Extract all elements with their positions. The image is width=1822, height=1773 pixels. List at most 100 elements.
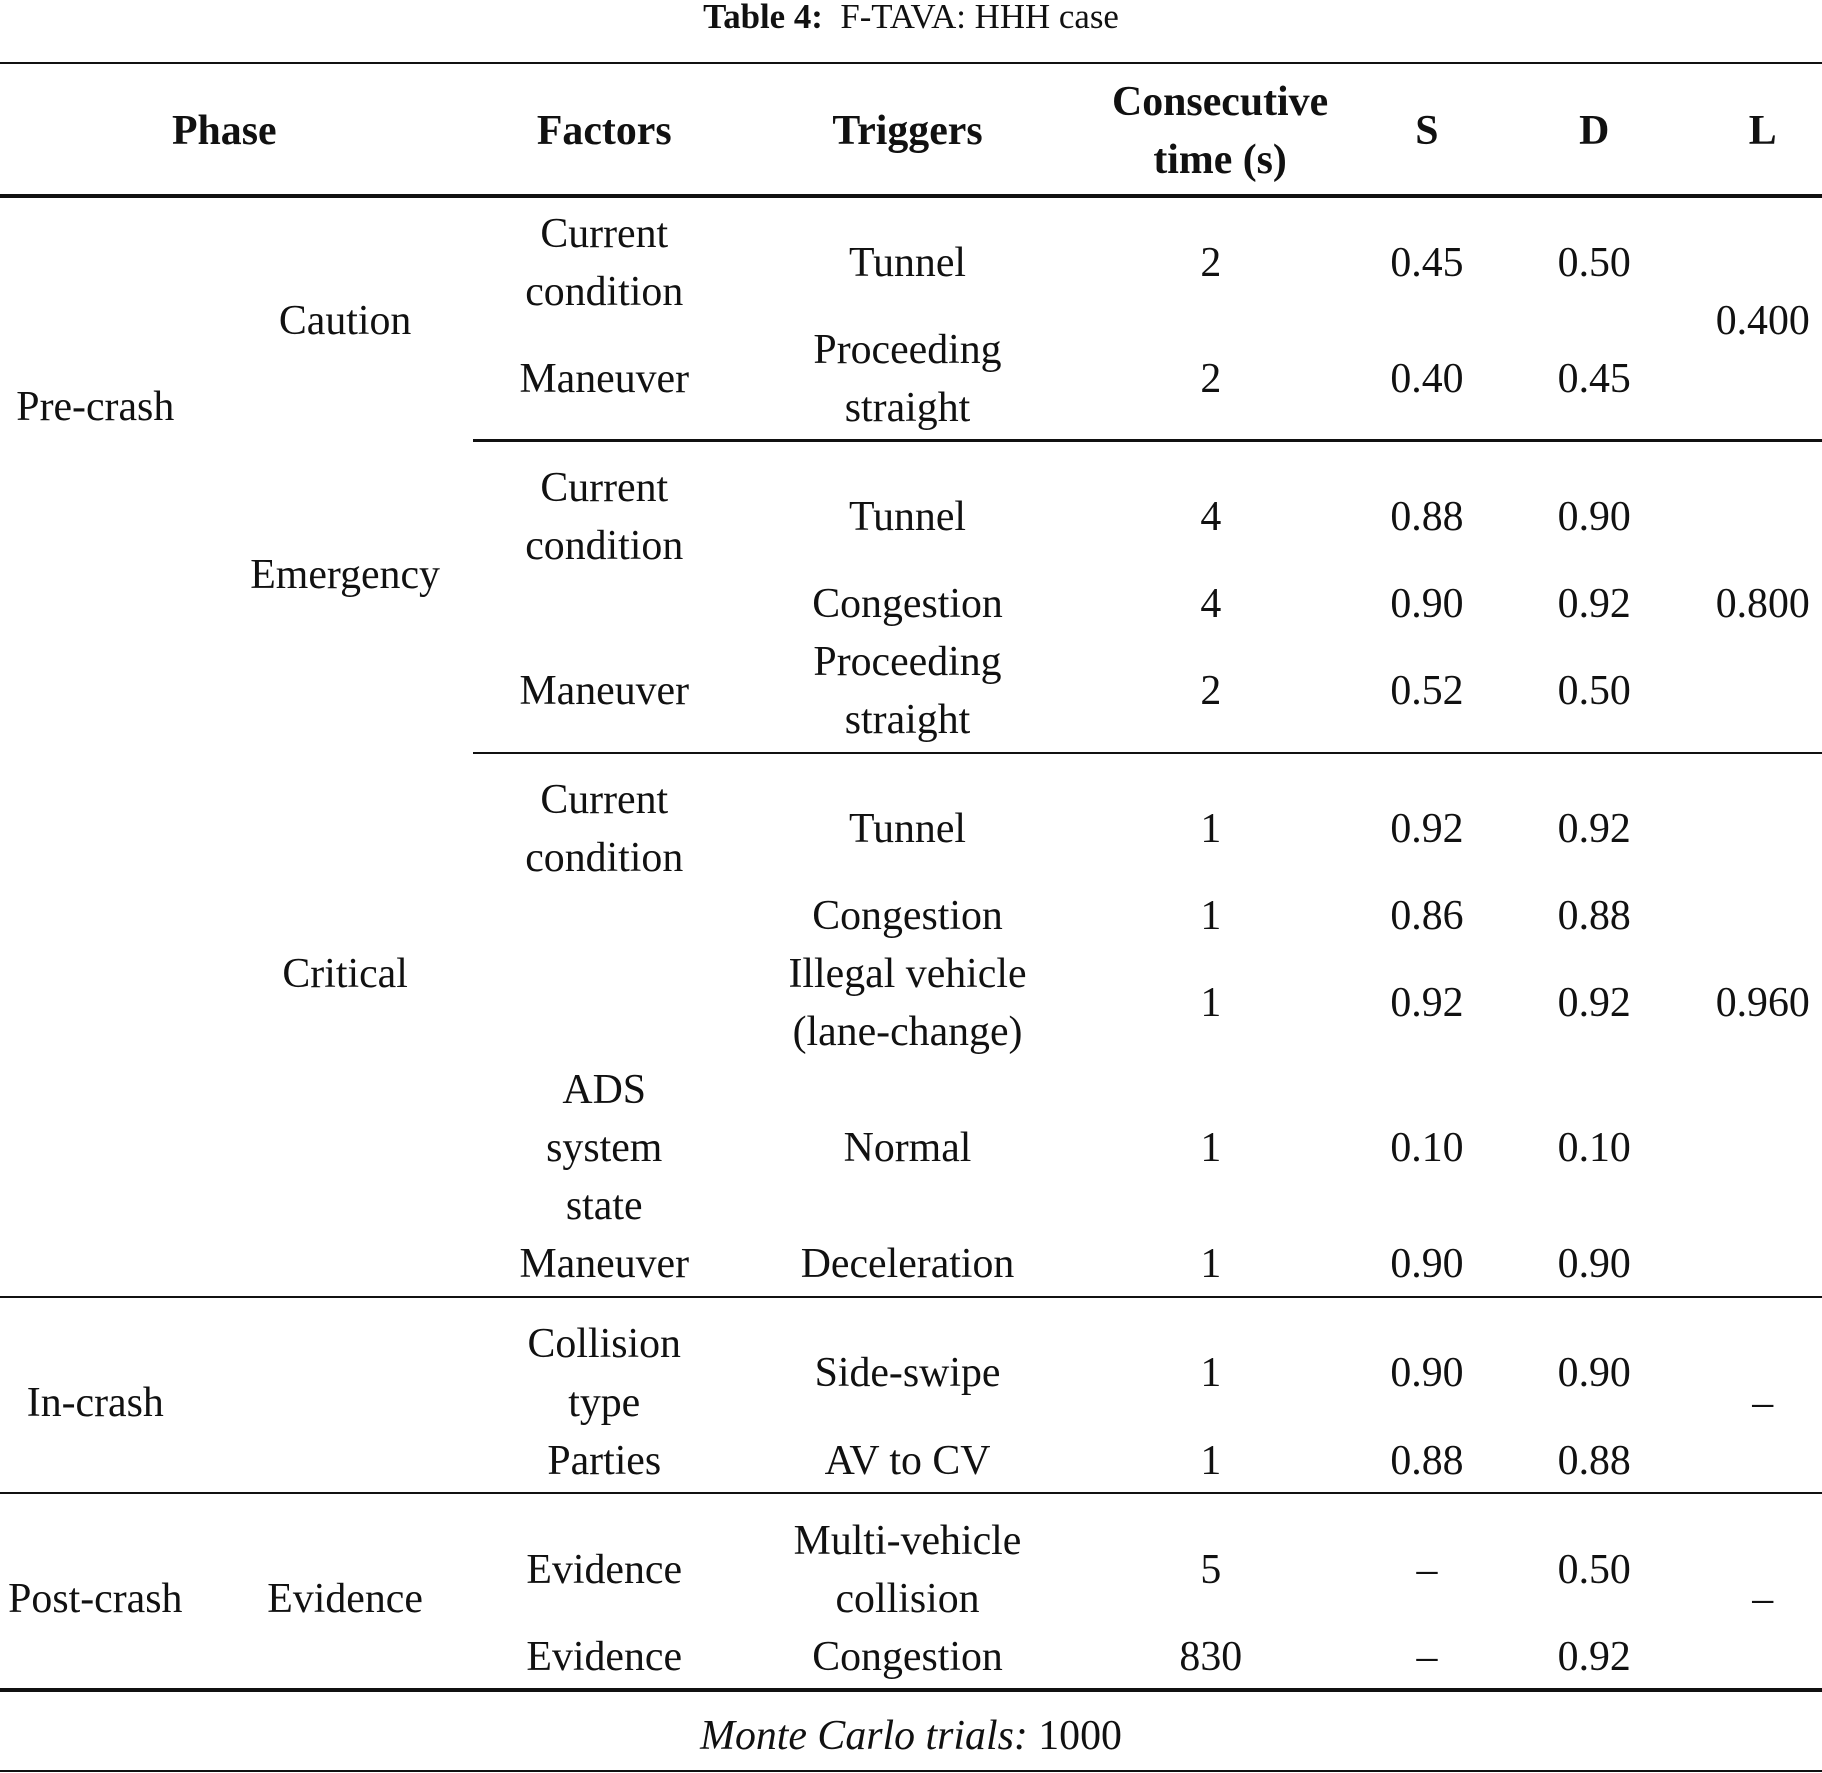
cell-d: 0.92 bbox=[1557, 1633, 1631, 1680]
cell-d: 0.50 bbox=[1557, 1546, 1631, 1593]
cell-s: 0.10 bbox=[1390, 1125, 1464, 1171]
cell-factor: Current condition bbox=[525, 210, 684, 315]
cell-d: 0.88 bbox=[1557, 892, 1631, 939]
cell-trigger: Deceleration bbox=[800, 1241, 1015, 1288]
subphase-label: Critical bbox=[282, 950, 408, 997]
cell-time: 2 bbox=[1200, 355, 1222, 402]
caption-label: Table 4: bbox=[703, 0, 823, 37]
cell-factor: Maneuver bbox=[519, 355, 690, 402]
table-footer: Monte Carlo trials: 1000 bbox=[0, 1712, 1822, 1760]
cell-trigger: Illegal vehicle (lane-change) bbox=[788, 950, 1027, 1055]
phase-label: Pre-crash bbox=[16, 383, 175, 430]
cell-s: 0.90 bbox=[1390, 1241, 1464, 1288]
l-value: 0.800 bbox=[1715, 581, 1810, 628]
cell-time: 1 bbox=[1200, 1437, 1222, 1484]
cell-s: 0.90 bbox=[1390, 581, 1464, 628]
cell-d: 0.92 bbox=[1557, 805, 1631, 852]
cell-d: 0.90 bbox=[1557, 1241, 1631, 1288]
cell-factor: Current condition bbox=[525, 776, 684, 881]
cell-time: 1 bbox=[1200, 1241, 1222, 1288]
header-d: D bbox=[1579, 108, 1610, 155]
cell-time: 1 bbox=[1200, 1125, 1222, 1171]
l-value: – bbox=[1752, 1379, 1774, 1426]
l-value: 0.400 bbox=[1715, 297, 1810, 344]
cell-trigger: Proceeding straight bbox=[813, 326, 1002, 431]
cell-d: 0.92 bbox=[1557, 581, 1631, 628]
footer-label: Monte Carlo trials: bbox=[700, 1713, 1028, 1760]
subphase-label: Caution bbox=[278, 297, 412, 344]
cell-factor: Maneuver bbox=[519, 1241, 690, 1288]
cell-trigger: Proceeding straight bbox=[813, 639, 1002, 744]
header-l: L bbox=[1748, 108, 1777, 155]
cell-trigger: Congestion bbox=[812, 892, 1003, 939]
phase-rule bbox=[0, 1492, 1822, 1495]
phase-rule bbox=[0, 1295, 1822, 1298]
cell-trigger: Tunnel bbox=[849, 805, 967, 852]
cell-d: 0.90 bbox=[1557, 1350, 1631, 1397]
cell-trigger: AV to CV bbox=[824, 1437, 991, 1484]
cell-trigger: Congestion bbox=[812, 581, 1003, 628]
subphase-rule bbox=[472, 439, 1822, 442]
cell-d: 0.50 bbox=[1557, 239, 1631, 286]
cell-s: 0.92 bbox=[1390, 805, 1464, 852]
cell-s: 0.40 bbox=[1390, 355, 1464, 402]
subphase-rule bbox=[472, 751, 1822, 755]
cell-time: 1 bbox=[1200, 979, 1222, 1026]
cell-trigger: Tunnel bbox=[849, 494, 967, 541]
caption-text: F-TAVA: HHH case bbox=[840, 0, 1119, 37]
cell-factor: Parties bbox=[547, 1437, 662, 1484]
cell-s: 0.88 bbox=[1390, 494, 1464, 541]
cell-factor: ADS system state bbox=[546, 1066, 663, 1230]
cell-factor: Maneuver bbox=[519, 668, 690, 715]
cell-time: 4 bbox=[1200, 494, 1222, 541]
cell-d: 0.10 bbox=[1557, 1125, 1631, 1171]
cell-trigger: Side-swipe bbox=[814, 1350, 1001, 1397]
cell-d: 0.50 bbox=[1557, 668, 1631, 715]
header-time: Consecutive time (s) bbox=[1112, 79, 1329, 184]
cell-time: 1 bbox=[1200, 892, 1222, 939]
cell-factor: Collision type bbox=[527, 1321, 681, 1426]
cell-trigger: Normal bbox=[843, 1125, 972, 1171]
table-caption: Table 4: F-TAVA: HHH case bbox=[0, 0, 1822, 37]
cell-s: – bbox=[1416, 1633, 1438, 1680]
header-triggers: Triggers bbox=[832, 108, 983, 155]
phase-label: Post-crash bbox=[8, 1575, 183, 1622]
cell-d: 0.92 bbox=[1557, 979, 1631, 1026]
cell-trigger: Congestion bbox=[812, 1633, 1003, 1680]
subphase-label: Emergency bbox=[250, 552, 440, 599]
cell-s: 0.90 bbox=[1390, 1350, 1464, 1397]
cell-time: 4 bbox=[1200, 581, 1222, 628]
body-bottom-rule bbox=[0, 1688, 1822, 1692]
top-rule bbox=[0, 61, 1822, 64]
bottom-rule bbox=[0, 1769, 1822, 1773]
cell-time: 2 bbox=[1200, 239, 1222, 286]
cell-factor: Current condition bbox=[525, 464, 684, 570]
cell-s: 0.52 bbox=[1390, 668, 1464, 715]
cell-time: 5 bbox=[1200, 1546, 1222, 1593]
cell-time: 2 bbox=[1200, 668, 1222, 715]
cell-time: 830 bbox=[1179, 1633, 1243, 1680]
cell-factor: Evidence bbox=[526, 1546, 683, 1593]
phase-label: In-crash bbox=[26, 1379, 164, 1426]
cell-d: 0.88 bbox=[1557, 1437, 1631, 1484]
cell-s: – bbox=[1416, 1546, 1438, 1593]
l-value: – bbox=[1752, 1575, 1774, 1622]
cell-s: 0.45 bbox=[1390, 239, 1464, 286]
cell-time: 1 bbox=[1200, 805, 1222, 852]
header-rule bbox=[0, 194, 1822, 198]
cell-d: 0.45 bbox=[1557, 355, 1631, 402]
header-s: S bbox=[1415, 108, 1439, 155]
l-value: 0.960 bbox=[1715, 979, 1810, 1026]
footer-value: 1000 bbox=[1038, 1713, 1122, 1760]
subphase-label: Evidence bbox=[267, 1575, 423, 1622]
cell-s: 0.92 bbox=[1390, 979, 1464, 1026]
cell-s: 0.86 bbox=[1390, 892, 1464, 939]
cell-trigger: Tunnel bbox=[849, 239, 967, 286]
cell-factor: Evidence bbox=[526, 1633, 683, 1680]
cell-s: 0.88 bbox=[1390, 1437, 1464, 1484]
cell-time: 1 bbox=[1200, 1350, 1222, 1397]
header-phase: Phase bbox=[171, 108, 277, 155]
header-factors: Factors bbox=[536, 108, 672, 155]
cell-trigger: Multi-vehicle collision bbox=[793, 1517, 1022, 1622]
